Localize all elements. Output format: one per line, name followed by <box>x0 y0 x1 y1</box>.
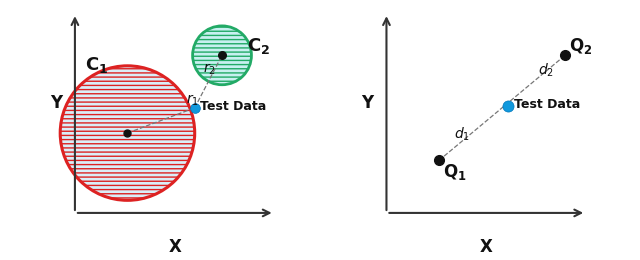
Text: $\mathbf{Q_2}$: $\mathbf{Q_2}$ <box>570 36 593 56</box>
Circle shape <box>60 66 195 200</box>
Text: $d_2$: $d_2$ <box>538 61 554 79</box>
Text: Test Data: Test Data <box>513 98 580 111</box>
Text: X: X <box>168 238 181 256</box>
Text: $r_2$: $r_2$ <box>203 61 216 76</box>
Text: Y: Y <box>50 94 62 112</box>
Circle shape <box>193 26 252 85</box>
Text: $\mathbf{Q_1}$: $\mathbf{Q_1}$ <box>443 162 467 182</box>
Text: $d_1$: $d_1$ <box>454 125 470 143</box>
Text: $r_1$: $r_1$ <box>186 93 199 108</box>
Text: X: X <box>480 238 493 256</box>
Text: Y: Y <box>362 94 374 112</box>
Text: $\mathbf{C_2}$: $\mathbf{C_2}$ <box>247 36 270 56</box>
Text: Test Data: Test Data <box>200 100 266 113</box>
Text: $\mathbf{C_1}$: $\mathbf{C_1}$ <box>85 55 109 75</box>
